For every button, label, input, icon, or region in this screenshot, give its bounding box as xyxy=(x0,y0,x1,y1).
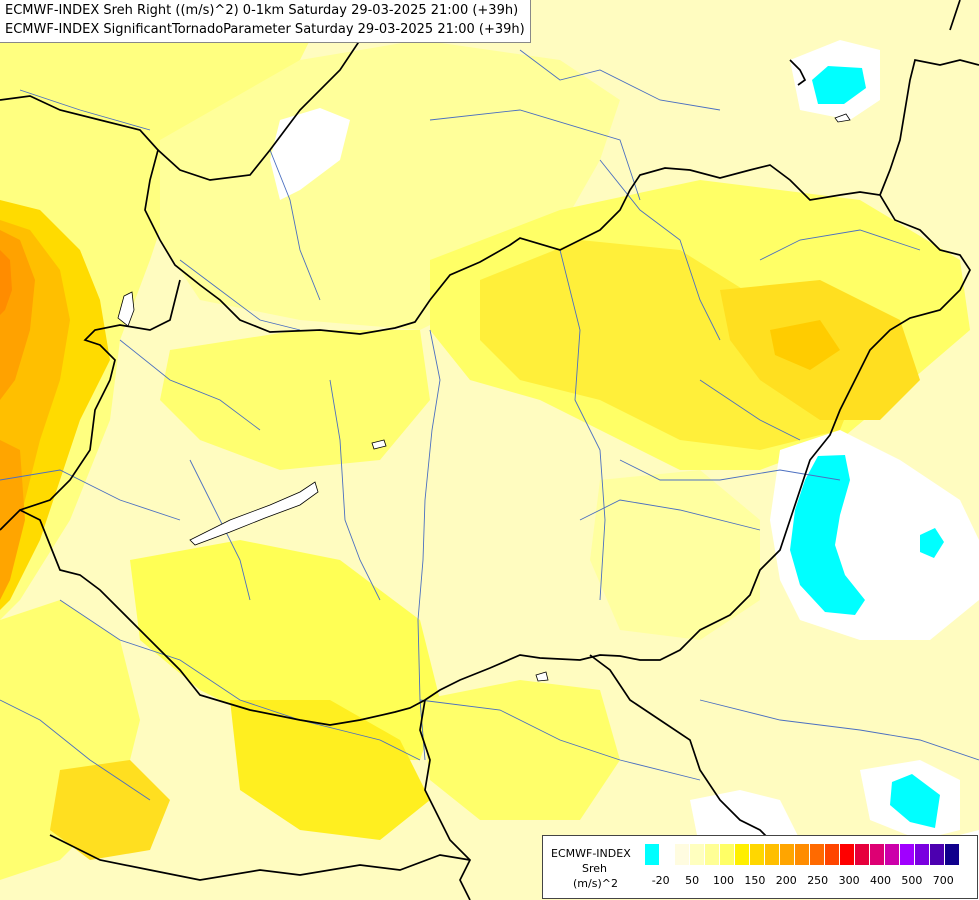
legend-swatch xyxy=(660,844,675,865)
legend-swatch xyxy=(870,844,885,865)
legend-tick-label: 50 xyxy=(685,874,700,887)
legend-tick-label: 250 xyxy=(807,874,829,887)
legend-swatch xyxy=(825,844,840,865)
legend-swatch xyxy=(645,844,660,865)
legend-swatch xyxy=(780,844,795,865)
legend-swatch xyxy=(690,844,705,865)
legend-swatch xyxy=(915,844,930,865)
sreh-field-yellow xyxy=(0,0,970,880)
map-title-box: ECMWF-INDEX Sreh Right ((m/s)^2) 0-1km S… xyxy=(0,0,531,43)
legend-color-bar xyxy=(645,844,960,865)
legend-swatch xyxy=(735,844,750,865)
legend-swatch xyxy=(810,844,825,865)
legend-swatch xyxy=(945,844,960,865)
legend-tick-label: 400 xyxy=(870,874,891,887)
legend-swatch xyxy=(765,844,780,865)
legend-swatch xyxy=(720,844,735,865)
map-title-primary: ECMWF-INDEX Sreh Right ((m/s)^2) 0-1km S… xyxy=(5,3,519,18)
legend-swatch xyxy=(705,844,720,865)
legend-swatch xyxy=(900,844,915,865)
legend-swatch xyxy=(885,844,900,865)
legend-swatch xyxy=(675,844,690,865)
legend-swatch xyxy=(750,844,765,865)
legend-swatch xyxy=(930,844,945,865)
legend-tick-label: 150 xyxy=(744,874,766,887)
legend-tick-label: 700 xyxy=(932,874,954,887)
legend-swatch xyxy=(795,844,810,865)
legend-unit-label: (m/s)^2 xyxy=(573,877,618,890)
legend-tick-label: 200 xyxy=(775,874,797,887)
legend-tick-label: 100 xyxy=(713,874,734,887)
legend-swatch xyxy=(855,844,870,865)
lakes xyxy=(117,113,851,682)
legend-tick-label: 500 xyxy=(901,874,923,887)
legend-tick-label: -20 xyxy=(651,874,670,887)
color-legend: ECMWF-INDEX Sreh (m/s)^2 -20 50 100 150 200 2… xyxy=(542,835,978,899)
legend-tick-label: 300 xyxy=(838,874,860,887)
legend-swatch xyxy=(840,844,855,865)
legend-source-label: ECMWF-INDEX xyxy=(551,847,631,860)
legend-tick-labels: -20 50 100 150 200 250 300 400 500 700 xyxy=(645,874,975,890)
legend-parameter-label: Sreh xyxy=(582,862,608,875)
rivers xyxy=(0,49,979,801)
map-title-secondary: ECMWF-INDEX SignificantTornadoParameter … xyxy=(5,22,525,37)
